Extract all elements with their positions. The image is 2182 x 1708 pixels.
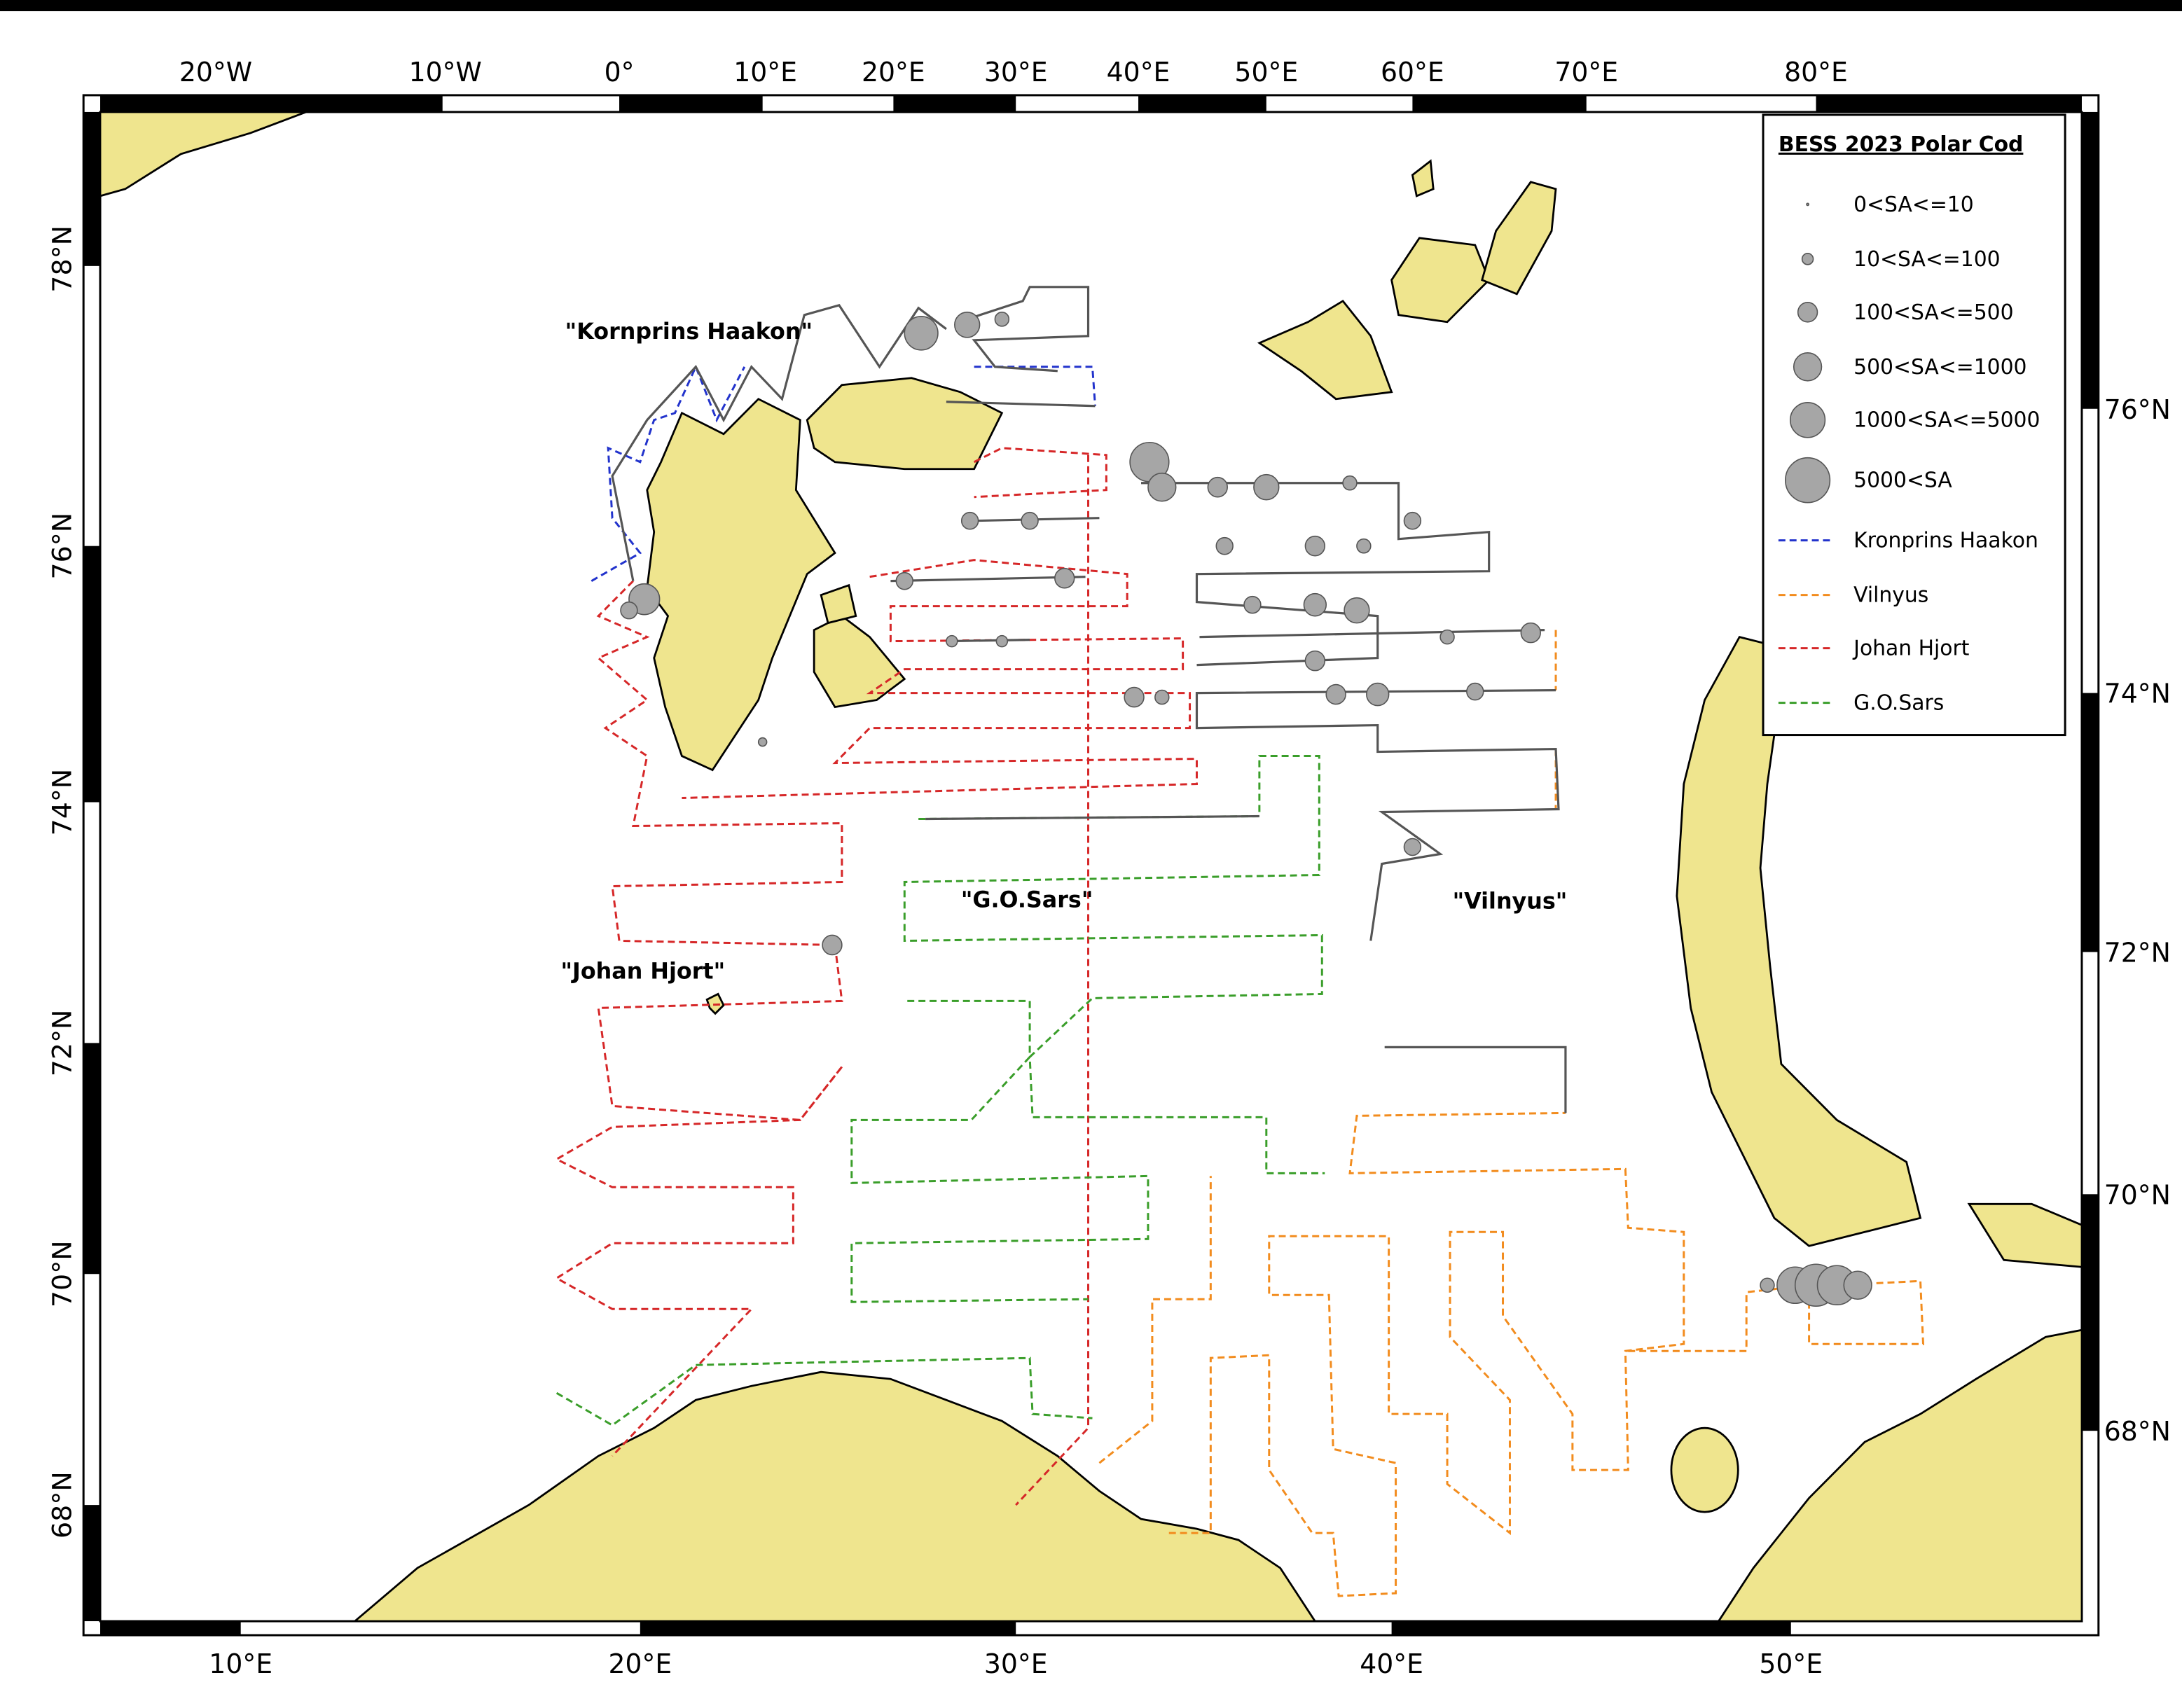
frame-segment xyxy=(1391,1621,1791,1636)
cruise-track xyxy=(1015,454,1090,1506)
legend-size-label: 10<SA<=100 xyxy=(1853,247,2000,272)
left-tick-label: 74°N xyxy=(46,769,77,836)
frame-segment xyxy=(2081,693,2099,952)
legend-size-symbol xyxy=(1793,352,1823,382)
right-tick-label: 68°N xyxy=(2104,1416,2171,1447)
frame-segment xyxy=(83,1505,101,1622)
right-tick-label: 72°N xyxy=(2104,937,2171,968)
legend-size-symbol xyxy=(1806,202,1809,207)
bottom-tick-label: 50°E xyxy=(1759,1648,1823,1679)
legend: BESS 2023 Polar Cod 0<SA<=10 10<SA<=100 100… xyxy=(1762,113,2066,737)
top-tick-label: 40°E xyxy=(1107,57,1171,88)
frame-segment xyxy=(83,111,101,266)
legend-track-label: Johan Hjort xyxy=(1852,637,1969,661)
frame-segments xyxy=(83,95,2099,1636)
frame-segment xyxy=(83,546,101,803)
top-tick-label: 70°E xyxy=(1554,57,1618,88)
frame-segment xyxy=(1412,95,1587,112)
frame-segment xyxy=(1138,95,1266,112)
right-tick-label: 70°N xyxy=(2104,1179,2171,1210)
legend-title: BESS 2023 Polar Cod xyxy=(1779,132,2024,157)
cruise-track xyxy=(850,999,1149,1303)
top-tick-label: 20°E xyxy=(862,57,925,88)
cruise-track xyxy=(1168,1111,1685,1597)
left-tick-label: 70°N xyxy=(46,1240,77,1307)
top-tick-label: 30°E xyxy=(984,57,1048,88)
frame-segment xyxy=(1816,95,2082,112)
legend-track-label: G.O.Sars xyxy=(1853,690,1944,715)
frame-segment xyxy=(893,95,1016,112)
top-tick-label: 10°E xyxy=(733,57,797,88)
top-bar xyxy=(0,0,2182,11)
sa-lines xyxy=(611,286,1567,1113)
left-tick-label: 68°N xyxy=(46,1471,77,1539)
top-tick-label: 50°E xyxy=(1234,57,1298,88)
left-tick-label: 78°N xyxy=(46,225,77,293)
ship-label: "Kornprins Haakon" xyxy=(565,318,813,345)
right-tick-label: 76°N xyxy=(2104,394,2171,425)
frame-segment xyxy=(640,1621,1016,1636)
frame-segment xyxy=(2081,111,2099,409)
frame-segment xyxy=(100,95,443,112)
bottom-tick-label: 10°E xyxy=(209,1648,272,1679)
ship-label: "Vilnyus" xyxy=(1453,887,1568,914)
legend-size-symbol xyxy=(1789,401,1826,438)
left-tick-label: 72°N xyxy=(46,1010,77,1077)
ship-labels: "Kornprins Haakon" "G.O.Sars" "Vilnyus" "Jo… xyxy=(560,318,1567,985)
ship-label: "Johan Hjort" xyxy=(560,957,725,984)
ship-label: "G.O.Sars" xyxy=(961,886,1093,912)
legend-size-label: 100<SA<=500 xyxy=(1853,300,2013,325)
tick-labels: 20°W 10°W 0° 10°E 20°E 30°E 40°E 50°E 60°E 70°E 80… xyxy=(46,57,2170,1679)
bottom-tick-label: 30°E xyxy=(984,1648,1048,1679)
top-tick-label: 80°E xyxy=(1784,57,1848,88)
frame-segment xyxy=(2081,1194,2099,1431)
top-tick-label: 20°W xyxy=(179,57,252,88)
cruise-track xyxy=(903,755,1325,1174)
tracks xyxy=(554,363,1925,1597)
right-tick-label: 74°N xyxy=(2104,678,2171,709)
top-tick-label: 10°W xyxy=(409,57,482,88)
legend-track-label: Vilnyus xyxy=(1853,583,1928,608)
legend-size-symbol xyxy=(1797,302,1818,323)
frame-segment xyxy=(100,1621,241,1636)
cruise-track xyxy=(1098,1176,1212,1464)
legend-size-label: 0<SA<=10 xyxy=(1853,193,1974,217)
legend-size-label: 5000<SA xyxy=(1853,468,1952,493)
top-tick-label: 0° xyxy=(605,57,635,88)
cruise-track xyxy=(554,1066,843,1457)
legend-track-label: Kronprins Haakon xyxy=(1853,529,2038,553)
cruise-track xyxy=(596,580,843,1121)
bottom-tick-label: 20°E xyxy=(608,1648,672,1679)
sa-circles xyxy=(620,312,1872,1307)
frame-segment xyxy=(83,1043,101,1275)
cruise-track xyxy=(973,447,1107,499)
top-tick-label: 60°E xyxy=(1381,57,1444,88)
legend-size-label: 500<SA<=1000 xyxy=(1853,355,2026,380)
legend-size-symbol xyxy=(1785,457,1831,504)
left-tick-label: 76°N xyxy=(46,513,77,580)
cruise-track xyxy=(682,559,1198,800)
legend-size-symbol xyxy=(1801,253,1814,265)
bottom-tick-label: 40°E xyxy=(1360,1648,1423,1679)
cruise-track xyxy=(591,363,746,582)
cruise-track xyxy=(1628,1279,1925,1352)
frame-segment xyxy=(619,95,763,112)
legend-size-label: 1000<SA<=5000 xyxy=(1853,408,2040,433)
